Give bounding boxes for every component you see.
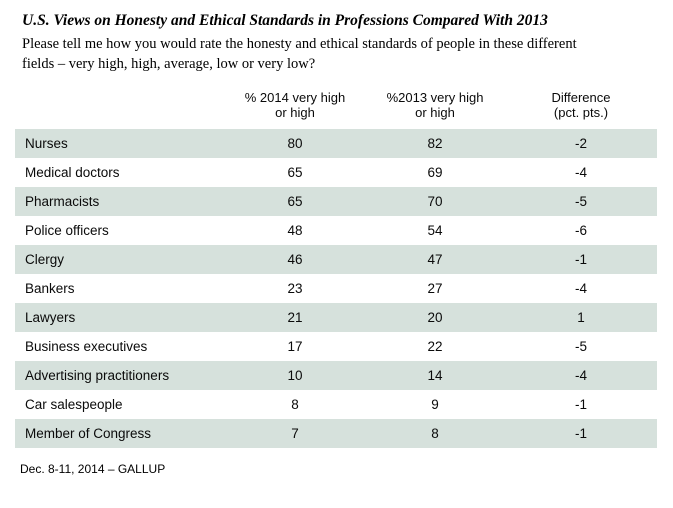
column-header-spacer: [15, 90, 225, 120]
table-row: Police officers 48 54 -6: [15, 216, 657, 245]
column-header-2014-line2: or high: [275, 105, 315, 120]
column-header-2013-line1: %2013 very high: [386, 90, 484, 105]
value-difference: 1: [577, 310, 585, 325]
value-2014: 65: [287, 194, 303, 209]
profession-label: Medical doctors: [25, 165, 120, 180]
value-difference: -5: [574, 339, 587, 354]
value-2013: 47: [427, 252, 443, 267]
value-2013: 82: [427, 136, 443, 151]
value-2014: 48: [287, 223, 303, 238]
value-2014: 23: [287, 281, 303, 296]
profession-label: Business executives: [25, 339, 148, 354]
column-header-difference-line2: (pct. pts.): [553, 105, 609, 120]
column-header-difference-line1: Difference: [551, 90, 611, 105]
table-row: Car salespeople 8 9 -1: [15, 390, 657, 419]
value-2013: 70: [427, 194, 443, 209]
table-row: Pharmacists 65 70 -5: [15, 187, 657, 216]
table-row: Medical doctors 65 69 -4: [15, 158, 657, 187]
value-2013: 54: [427, 223, 443, 238]
survey-question: Please tell me how you would rate the ho…: [22, 36, 577, 72]
table-row: Business executives 17 22 -5: [15, 332, 657, 361]
column-header-2014: % 2014 very high or high: [225, 90, 365, 120]
source-note: Dec. 8-11, 2014 – GALLUP: [20, 462, 166, 476]
column-header-2013: %2013 very high or high: [365, 90, 505, 120]
value-2013: 8: [431, 426, 439, 441]
table-row: Bankers 23 27 -4: [15, 274, 657, 303]
profession-label: Lawyers: [25, 310, 76, 325]
value-2014: 8: [291, 397, 299, 412]
professions-table: Nurses 80 82 -2 Medical doctors 65 69 -4…: [15, 129, 657, 448]
value-2014: 17: [287, 339, 303, 354]
value-difference: -1: [574, 426, 587, 441]
table-column-headers: % 2014 very high or high %2013 very high…: [15, 90, 657, 120]
value-2013: 22: [427, 339, 443, 354]
value-2014: 7: [291, 426, 299, 441]
value-difference: -4: [574, 165, 587, 180]
value-difference: -1: [574, 252, 587, 267]
value-2014: 46: [287, 252, 303, 267]
table-row: Nurses 80 82 -2: [15, 129, 657, 158]
value-2013: 9: [431, 397, 439, 412]
profession-label: Nurses: [25, 136, 68, 151]
profession-label: Car salespeople: [25, 397, 123, 412]
value-2013: 27: [427, 281, 443, 296]
value-2013: 14: [427, 368, 443, 383]
column-header-2013-line2: or high: [415, 105, 455, 120]
profession-label: Member of Congress: [25, 426, 152, 441]
table-row: Clergy 46 47 -1: [15, 245, 657, 274]
table-row: Lawyers 21 20 1: [15, 303, 657, 332]
profession-label: Bankers: [25, 281, 75, 296]
value-2014: 65: [287, 165, 303, 180]
profession-label: Police officers: [25, 223, 109, 238]
value-difference: -5: [574, 194, 587, 209]
value-difference: -4: [574, 281, 587, 296]
profession-label: Clergy: [25, 252, 65, 267]
profession-label: Advertising practitioners: [25, 368, 170, 383]
value-2014: 80: [287, 136, 303, 151]
page-title: U.S. Views on Honesty and Ethical Standa…: [22, 12, 548, 29]
column-header-2014-line1: % 2014 very high: [244, 90, 346, 105]
value-difference: -2: [574, 136, 587, 151]
table-row: Member of Congress 7 8 -1: [15, 419, 657, 448]
value-difference: -1: [574, 397, 587, 412]
profession-label: Pharmacists: [25, 194, 100, 209]
value-2014: 10: [287, 368, 303, 383]
value-2013: 20: [427, 310, 443, 325]
value-2013: 69: [427, 165, 443, 180]
column-header-difference: Difference (pct. pts.): [505, 90, 657, 120]
value-difference: -4: [574, 368, 587, 383]
table-row: Advertising practitioners 10 14 -4: [15, 361, 657, 390]
value-difference: -6: [574, 223, 587, 238]
value-2014: 21: [287, 310, 303, 325]
